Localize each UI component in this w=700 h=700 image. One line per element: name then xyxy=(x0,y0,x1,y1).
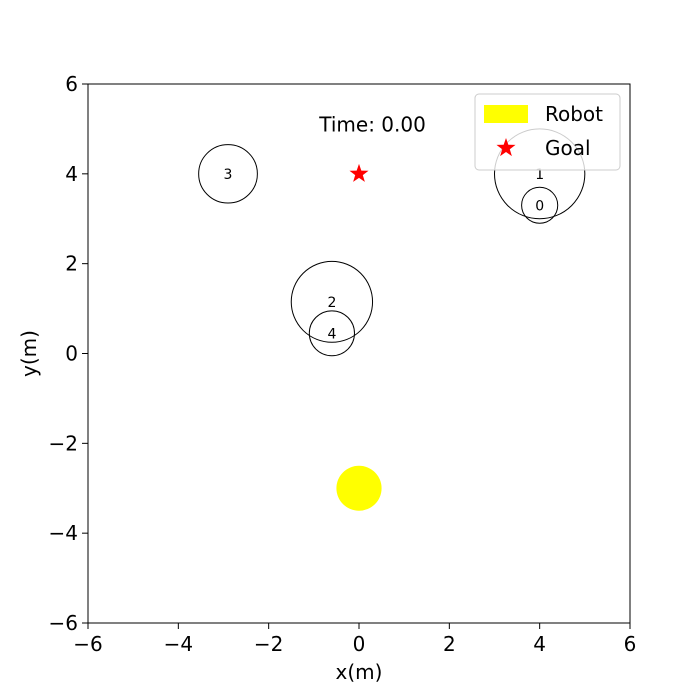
y-tick-label: −2 xyxy=(49,431,78,455)
x-tick-label: −6 xyxy=(73,632,102,656)
legend-robot-swatch xyxy=(484,105,528,123)
axis-ticks: −6 −4 −2 0 2 4 6 −6 −4 −2 0 2 4 6 xyxy=(49,72,637,656)
y-tick-label: 0 xyxy=(65,342,78,366)
y-tick-label: 6 xyxy=(65,72,78,96)
legend-robot-label: Robot xyxy=(545,102,603,126)
y-tick-label: 2 xyxy=(65,252,78,276)
legend-goal-label: Goal xyxy=(545,136,591,160)
legend: Robot Goal xyxy=(474,93,621,171)
obstacle-circle-4 xyxy=(308,310,355,357)
obstacle-label-2: 2 xyxy=(327,295,336,311)
obstacle-label-4: 4 xyxy=(327,326,336,342)
x-tick-label: −4 xyxy=(164,632,193,656)
goal-star-icon xyxy=(349,163,369,182)
obstacle-label-3: 3 xyxy=(224,167,233,183)
time-annotation: Time: 0.00 xyxy=(318,112,426,136)
x-tick-label: 2 xyxy=(443,632,456,656)
x-tick-label: −2 xyxy=(254,632,283,656)
obstacle-circle-0 xyxy=(521,186,559,224)
x-tick-label: 0 xyxy=(353,632,366,656)
legend-goal-star-icon xyxy=(496,138,516,157)
y-tick-label: −6 xyxy=(49,611,78,635)
x-tick-label: 6 xyxy=(624,632,637,656)
y-axis-label: y(m) xyxy=(17,330,41,377)
robot-marker xyxy=(336,465,382,511)
x-axis-label: x(m) xyxy=(336,660,383,684)
obstacle-circle-3 xyxy=(198,144,258,204)
obstacle-circle-2 xyxy=(290,260,374,343)
y-tick-label: −4 xyxy=(49,521,78,545)
obstacle-label-0: 0 xyxy=(535,198,544,214)
obstacle-label-1: 1 xyxy=(535,167,544,183)
y-tick-label: 4 xyxy=(65,162,78,186)
x-tick-label: 4 xyxy=(533,632,546,656)
